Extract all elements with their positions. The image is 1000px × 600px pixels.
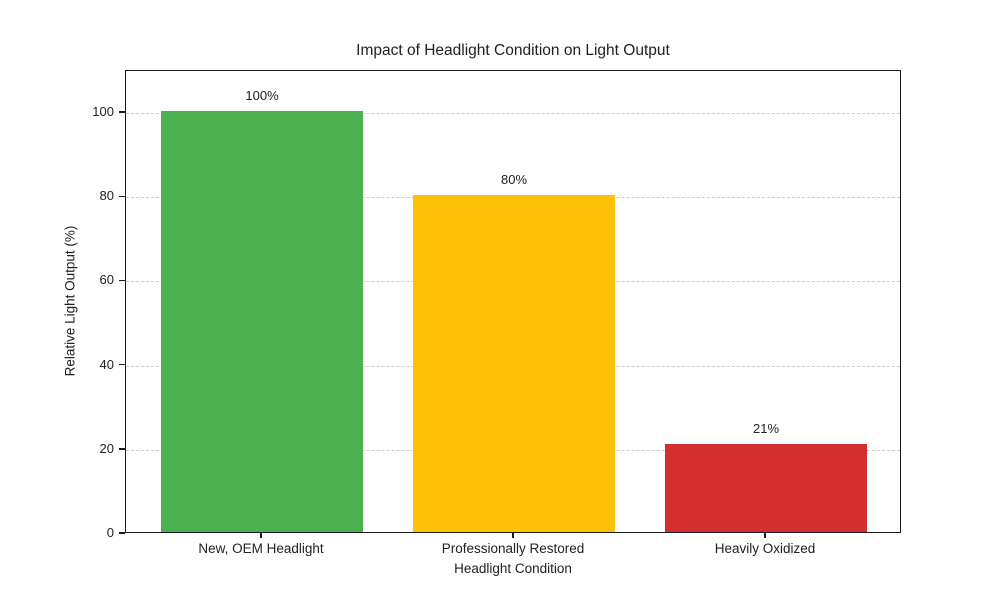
bar-1: [161, 111, 363, 532]
y-tick-label: 0: [106, 525, 114, 540]
y-tick-label: 100: [92, 104, 114, 120]
bar-2: [413, 195, 615, 532]
bar-value-label: 80%: [500, 172, 528, 188]
y-tick-mark: [119, 279, 125, 282]
x-tick-mark: [260, 533, 262, 538]
bar-3: [665, 443, 867, 532]
y-tick-mark: [119, 532, 125, 534]
plot-area: 100% 80% 21%: [125, 70, 901, 533]
y-tick-label: 80: [99, 188, 114, 204]
y-tick-mark: [119, 195, 125, 198]
y-tick-label: 20: [99, 440, 114, 456]
y-tick-label: 40: [99, 356, 114, 372]
x-tick-label: New, OEM Headlight: [198, 541, 324, 556]
x-tick-label: Heavily Oxidized: [714, 541, 816, 556]
y-axis-label: Relative Light Output (%): [62, 225, 78, 377]
y-tick-mark: [119, 111, 125, 113]
x-tick-label: Professionally Restored: [441, 541, 585, 556]
x-tick-mark: [764, 533, 766, 538]
y-tick-mark: [119, 363, 125, 366]
bar-value-label: 100%: [245, 88, 279, 104]
gridline: [126, 113, 900, 115]
y-tick-mark: [119, 448, 125, 450]
chart-title: Impact of Headlight Condition on Light O…: [356, 42, 670, 59]
x-tick-mark: [512, 533, 514, 538]
y-tick-label: 60: [99, 272, 114, 288]
bar-value-label: 21%: [752, 420, 780, 436]
x-axis-label: Headlight Condition: [454, 561, 572, 576]
